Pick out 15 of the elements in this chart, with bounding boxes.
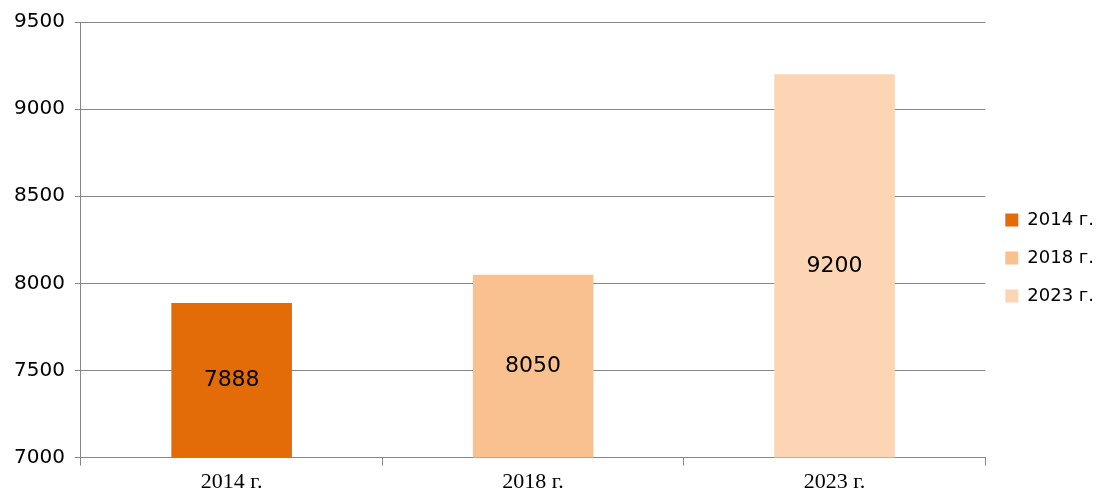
- legend-label: 2023 г.: [1027, 283, 1095, 305]
- y-tick-label: 9000: [13, 95, 65, 120]
- data-label: 9200: [806, 251, 863, 277]
- data-label: 7888: [203, 365, 260, 391]
- y-tick-label: 7500: [13, 356, 65, 381]
- legend-label: 2018 г.: [1027, 245, 1095, 267]
- x-tick-label: 2018 г.: [502, 467, 564, 493]
- y-tick-label: 8000: [13, 269, 65, 294]
- x-tick-label: 2023 г.: [803, 467, 866, 493]
- y-tick-label: 8500: [13, 182, 65, 207]
- y-tick-label: 9500: [13, 8, 65, 33]
- data-label: 8050: [505, 351, 562, 377]
- legend-label: 2014 г.: [1027, 207, 1095, 229]
- x-tick-label: 2014 г.: [200, 467, 263, 493]
- y-tick-label: 7000: [13, 443, 65, 468]
